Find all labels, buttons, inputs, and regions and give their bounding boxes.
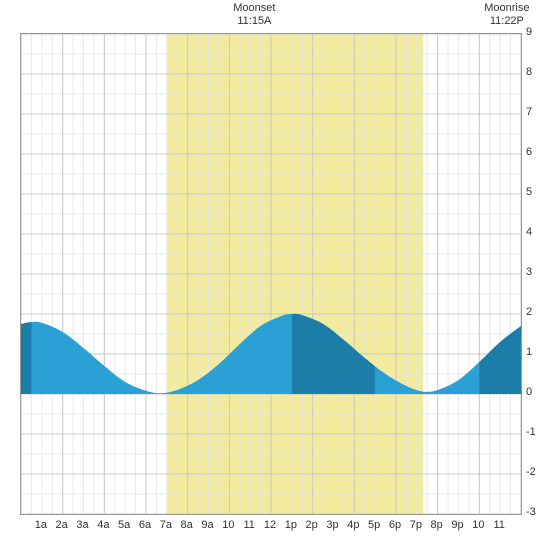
y-tick-label: 1 (526, 346, 532, 358)
x-tick-label: 5a (118, 519, 130, 531)
x-tick-label: 11 (243, 519, 254, 531)
x-tick-label: 2a (56, 519, 68, 531)
x-tick-label: 4p (347, 519, 359, 531)
y-tick-label: 3 (526, 266, 532, 278)
tide-chart: Moonset11:15AMoonrise11:22P -3-2-1012345… (0, 0, 550, 550)
moonset-label: Moonset11:15A (219, 2, 289, 28)
moonset-value: 11:15A (219, 15, 289, 28)
x-tick-label: 1a (35, 519, 47, 531)
y-tick-label: 2 (526, 306, 532, 318)
y-tick-label: 4 (526, 226, 532, 238)
y-tick-label: 9 (526, 26, 532, 38)
moonrise-title: Moonrise (472, 2, 542, 15)
x-tick-label: 11 (493, 519, 504, 531)
x-tick-label: 1p (285, 519, 297, 531)
x-tick-label: 10 (472, 519, 484, 531)
y-tick-label: 0 (526, 386, 532, 398)
moonset-title: Moonset (219, 2, 289, 15)
x-tick-label: 7a (160, 519, 172, 531)
moonrise-label: Moonrise11:22P (472, 2, 542, 28)
x-tick-label: 3p (326, 519, 338, 531)
y-tick-label: -1 (526, 426, 536, 438)
chart-svg (21, 34, 521, 514)
x-tick-label: 10 (222, 519, 234, 531)
x-tick-label: 3a (76, 519, 88, 531)
x-tick-label: 4a (97, 519, 109, 531)
x-tick-label: 9p (451, 519, 463, 531)
y-tick-label: 7 (526, 106, 532, 118)
y-tick-label: -2 (526, 466, 536, 478)
x-tick-label: 6a (139, 519, 151, 531)
x-tick-label: 12 (264, 519, 276, 531)
x-tick-label: 7p (410, 519, 422, 531)
y-tick-label: 5 (526, 186, 532, 198)
x-tick-label: 9a (201, 519, 213, 531)
x-tick-label: 2p (306, 519, 318, 531)
x-tick-label: 8p (431, 519, 443, 531)
x-tick-label: 6p (389, 519, 401, 531)
x-tick-label: 8a (181, 519, 193, 531)
y-tick-label: 8 (526, 66, 532, 78)
y-tick-label: 6 (526, 146, 532, 158)
x-tick-label: 5p (368, 519, 380, 531)
y-tick-label: -3 (526, 506, 536, 518)
plot-area (20, 33, 522, 515)
